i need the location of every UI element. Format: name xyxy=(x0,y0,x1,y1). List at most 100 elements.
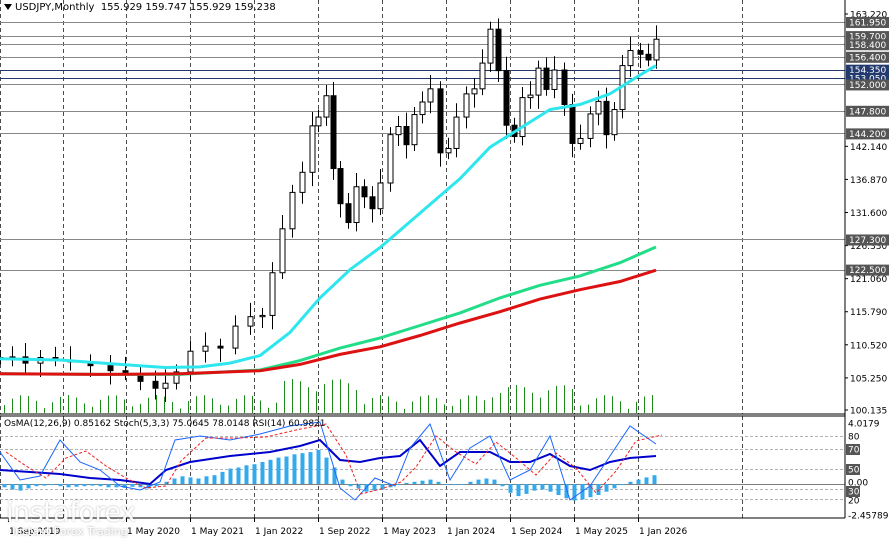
candle-body xyxy=(107,365,114,372)
level-label-box xyxy=(846,264,889,276)
indicator-axis-label: 80 xyxy=(848,433,860,443)
dropdown-arrow-icon[interactable] xyxy=(4,3,12,10)
indicator-pane xyxy=(0,421,845,501)
axes xyxy=(0,0,846,519)
candle-body xyxy=(487,28,494,64)
price-tick-label: 100.135 xyxy=(850,407,887,417)
osma-bar xyxy=(588,484,593,498)
time-label: 1 Jan 2024 xyxy=(447,527,495,537)
osma-bar xyxy=(508,484,513,493)
price-tick-label: 136.870 xyxy=(850,176,887,186)
osma-bar xyxy=(372,484,377,491)
indicator-axis-label: 0.00 xyxy=(848,479,868,489)
level-label: 159.700 xyxy=(849,33,886,43)
candle-body xyxy=(463,93,470,118)
candle-body xyxy=(471,88,478,95)
osma-bar xyxy=(50,484,55,486)
candle-body xyxy=(395,125,402,136)
candle-body xyxy=(411,114,418,146)
level-label-box xyxy=(846,234,889,246)
level-label-box xyxy=(846,79,889,91)
candle-body xyxy=(453,116,460,149)
osma-bar xyxy=(604,484,609,492)
level-label: 122.500 xyxy=(849,266,886,276)
osma-bar xyxy=(130,484,135,487)
candle-body xyxy=(595,100,602,115)
candle-body xyxy=(495,28,502,72)
osma-bar xyxy=(188,477,193,484)
osma-bar xyxy=(26,484,31,489)
level-label-box xyxy=(846,16,889,28)
candle-body xyxy=(299,171,306,193)
level-label-box xyxy=(846,105,889,117)
candle-body xyxy=(289,191,296,230)
osma-bar xyxy=(516,484,521,497)
indicator-axis-label: 20 xyxy=(848,497,860,507)
candle-body xyxy=(445,147,452,154)
osma-bar xyxy=(540,484,545,490)
osma-bar xyxy=(220,471,225,484)
candle-body xyxy=(551,69,558,90)
candle-body xyxy=(637,50,644,55)
osma-bar xyxy=(612,484,617,489)
osma-bar xyxy=(10,484,15,490)
indicator-axis-label: 4.0179 xyxy=(848,420,880,430)
indicator-label: OsMA(12,26,9) 0.85162 Stoch(5,3,3) 75.06… xyxy=(4,419,326,429)
stoch-signal-line xyxy=(5,423,663,495)
osma-bar xyxy=(106,484,111,488)
candle-body xyxy=(162,382,169,389)
time-label: 1 May 2021 xyxy=(191,527,244,537)
osma-bar xyxy=(228,468,233,484)
candle-body xyxy=(479,62,486,90)
osma-bar xyxy=(164,481,169,484)
time-label: 1 Jan 2022 xyxy=(255,527,303,537)
candle-body xyxy=(232,325,239,349)
candle-body xyxy=(387,134,394,184)
osma-bar xyxy=(492,479,497,484)
osma-bar xyxy=(316,449,321,484)
candle-body xyxy=(535,67,542,96)
indicator-level-box xyxy=(846,444,860,455)
candle-body xyxy=(519,97,526,138)
candle-body xyxy=(561,69,568,106)
osma-bar xyxy=(620,484,625,486)
level-label: 158.400 xyxy=(849,41,886,51)
osma-bar xyxy=(98,484,103,487)
candle-body xyxy=(247,316,254,327)
candle-body xyxy=(627,50,634,67)
candle-body xyxy=(152,380,159,389)
osma-bar xyxy=(154,484,159,487)
osma-bar xyxy=(284,456,289,484)
osma-bar xyxy=(66,484,71,488)
osma-bar xyxy=(18,484,23,491)
osma-bar xyxy=(204,476,209,484)
time-axis: 1 Sep 2019 1 May 2020 1 May 2021 1 Jan 2022… xyxy=(8,518,687,537)
candle-body xyxy=(611,109,618,136)
ma-mid-line xyxy=(0,245,657,376)
level-label-box xyxy=(846,128,889,140)
price-axis: 163.220 142.140 136.870 131.600 126.330 121.0… xyxy=(845,11,889,417)
osma-bar xyxy=(324,457,329,484)
level-label-box xyxy=(846,64,889,76)
watermark-logo: instaforex xyxy=(6,497,136,528)
price-tick-label: 131.600 xyxy=(850,209,887,219)
price-tick-label: 110.520 xyxy=(850,341,887,351)
osma-bar xyxy=(58,484,63,487)
osma-bar xyxy=(268,459,273,484)
candle-body xyxy=(543,67,550,90)
level-label-box xyxy=(846,31,889,43)
osma-bar xyxy=(524,484,529,494)
indicator-axis-label: -2.45789 xyxy=(848,512,889,522)
candle-body xyxy=(587,113,594,139)
volume-bars xyxy=(4,379,653,413)
candle-body xyxy=(437,88,444,154)
symbol-label: USDJPY,Monthly xyxy=(15,2,95,13)
osma-bar xyxy=(444,484,449,485)
candle-body xyxy=(345,203,352,224)
level-label-box xyxy=(846,72,889,84)
osma-bar xyxy=(652,475,657,484)
watermark-tagline: Instant Forex Trading xyxy=(12,525,128,538)
osma-bar xyxy=(196,478,201,484)
time-label: 1 Sep 2024 xyxy=(511,527,563,537)
